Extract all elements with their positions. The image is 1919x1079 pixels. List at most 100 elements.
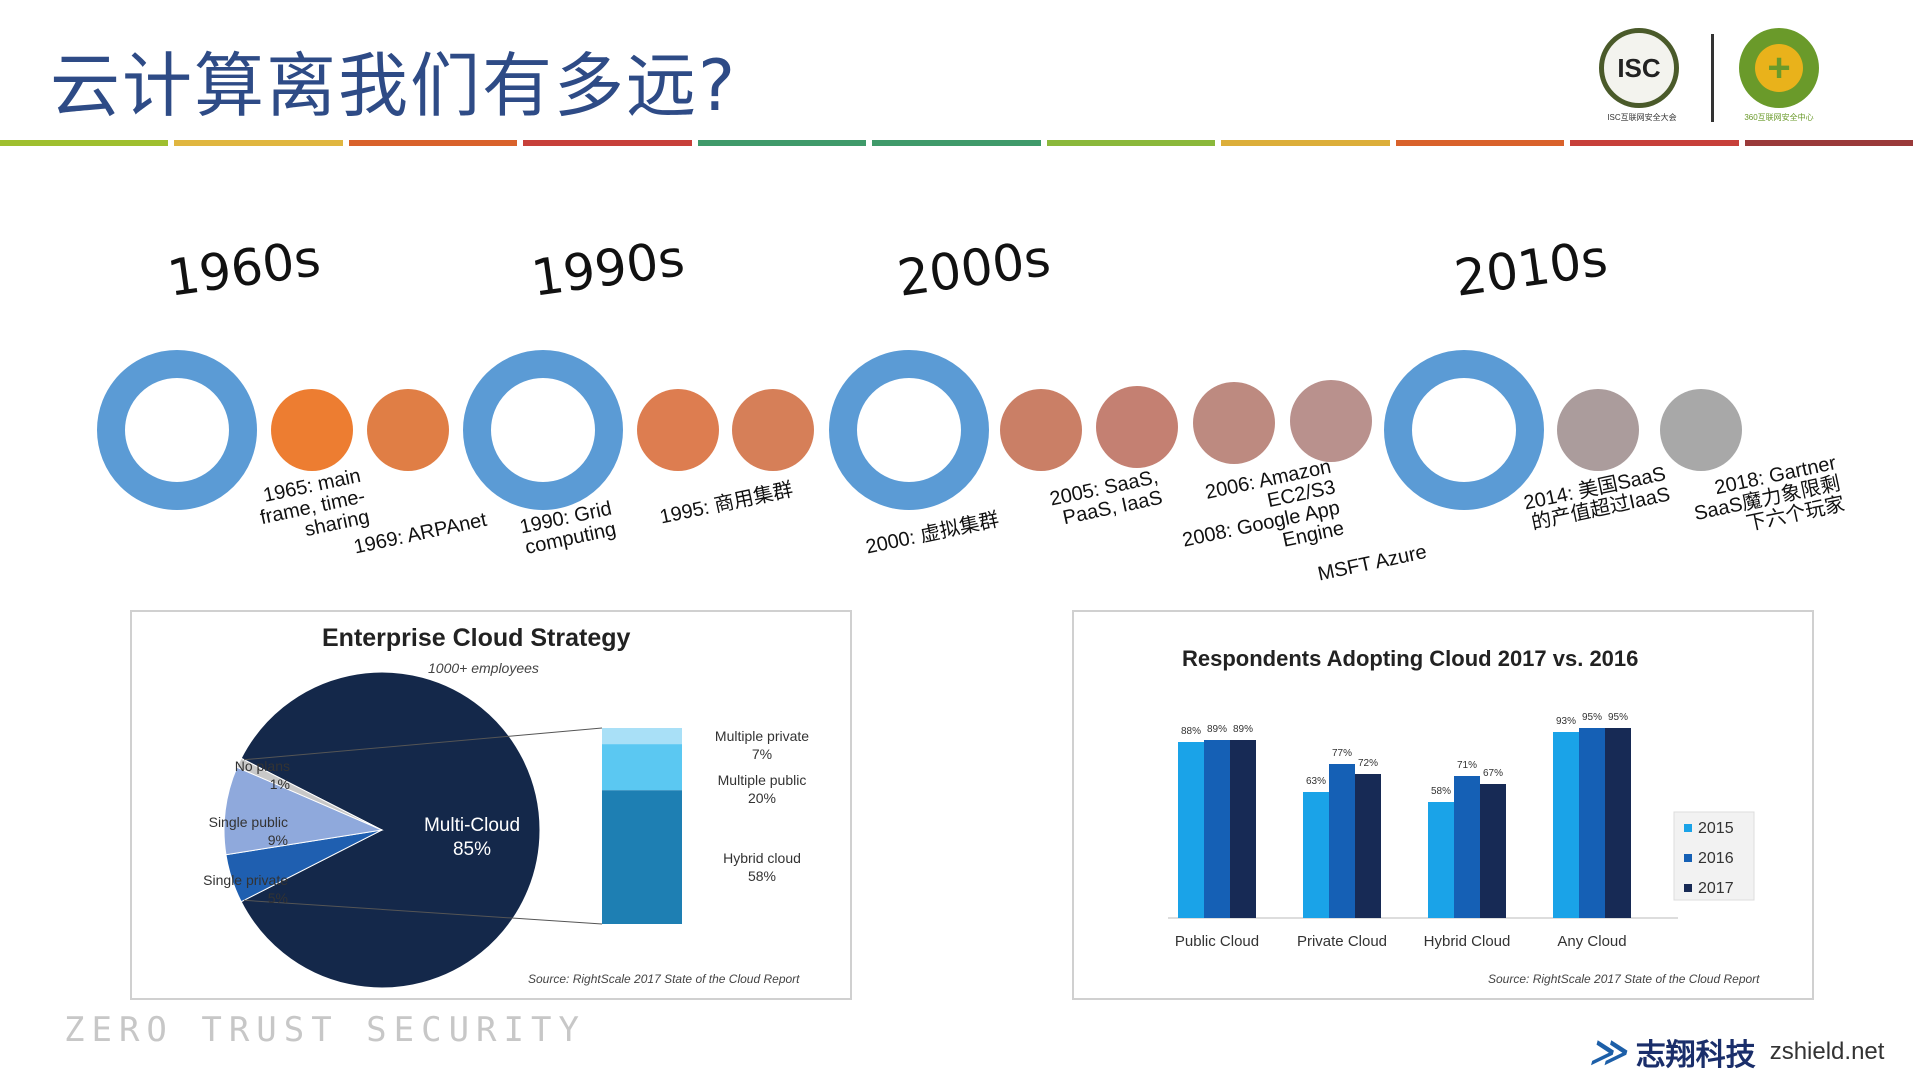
legend-swatch xyxy=(1684,824,1692,832)
logo-group: ISC ISC互联网安全大会 + 360互联网安全中心 xyxy=(1599,28,1859,128)
bar-value-label: 95% xyxy=(1608,712,1628,723)
pie-label: No plans 1% xyxy=(192,758,290,793)
security-center-logo: + xyxy=(1739,28,1819,108)
timeline-event: 1969: ARPAnet xyxy=(351,508,489,559)
breakdown-label-name: Multiple private xyxy=(714,728,810,744)
timeline-event: 2006: Amazon EC2/S3 2008: Google App Eng… xyxy=(1180,455,1347,552)
bar xyxy=(1230,740,1256,918)
legend-label: 2016 xyxy=(1698,850,1734,867)
event-dot xyxy=(732,389,814,471)
stripe-segment xyxy=(348,140,518,146)
pie-label-name: No plans xyxy=(234,758,290,774)
category-label: Hybrid Cloud xyxy=(1424,933,1511,950)
bar xyxy=(1355,774,1381,918)
breakdown-segment xyxy=(602,790,682,924)
decade-label: 1990s xyxy=(527,228,688,308)
stripe-segment xyxy=(0,140,169,146)
breakdown-label-value: 7% xyxy=(751,745,773,762)
bar xyxy=(1480,784,1506,918)
logo-divider xyxy=(1711,34,1714,122)
stripe-segment xyxy=(174,140,343,146)
slide-title: 云计算离我们有多远? xyxy=(50,45,738,127)
timeline-event: 1995: 商用集群 xyxy=(657,478,796,529)
bar xyxy=(1454,776,1480,918)
pie-label-name: Multi-Cloud xyxy=(423,815,521,836)
chart-title: Respondents Adopting Cloud 2017 vs. 2016 xyxy=(1182,646,1639,671)
breakdown-segment xyxy=(602,744,682,791)
legend-label: 2015 xyxy=(1698,820,1734,837)
pie-label-value: 9% xyxy=(267,831,288,848)
plus-icon: + xyxy=(1755,44,1803,92)
timeline-event: 2005: SaaS, PaaS, IaaS xyxy=(1047,466,1165,530)
stripe-segment xyxy=(1395,140,1565,146)
brand-url: zshield.net xyxy=(1769,1038,1885,1065)
pie-label-name: Single private xyxy=(203,872,288,888)
bar xyxy=(1204,740,1230,918)
pie-label: Multi-Cloud 85% xyxy=(412,814,532,862)
chart-source: Source: RightScale 2017 State of the Clo… xyxy=(528,972,800,986)
isc-logo-text: ISC xyxy=(1617,52,1661,83)
decade-ring-1990s xyxy=(463,350,623,510)
event-dot xyxy=(1193,382,1275,464)
pie-chart xyxy=(223,671,682,989)
bar-value-label: 63% xyxy=(1306,776,1326,787)
event-dot xyxy=(1096,386,1178,468)
connector-line xyxy=(244,899,603,925)
decade-label: 1960s xyxy=(163,228,324,308)
brand-logo-icon: ≫ xyxy=(1586,1031,1636,1072)
breakdown-label-name: Multiple public xyxy=(717,772,807,788)
chart-subtitle: 1000+ employees xyxy=(428,660,539,676)
event-dot xyxy=(1557,389,1639,471)
bar-value-label: 89% xyxy=(1233,724,1253,735)
stripe-segment xyxy=(1046,140,1216,146)
bar-value-label: 72% xyxy=(1358,758,1378,769)
breakdown-label-value: 58% xyxy=(747,867,777,884)
bar xyxy=(1579,728,1605,918)
breakdown-label: Multiple private 7% xyxy=(702,728,822,763)
bar xyxy=(1329,764,1355,918)
decade-label: 2000s xyxy=(893,228,1054,308)
pie-label-name: Single public xyxy=(208,814,288,830)
bar-value-label: 71% xyxy=(1457,760,1477,771)
isc-logo-caption: ISC互联网安全大会 xyxy=(1607,113,1677,122)
category-label: Public Cloud xyxy=(1175,933,1259,950)
event-dot xyxy=(271,389,353,471)
breakdown-segment xyxy=(602,728,682,745)
pie-label-value: 1% xyxy=(269,775,290,792)
footer-brand: ≫ 志翔科技 zshield.net xyxy=(1587,1030,1885,1074)
event-dot xyxy=(1660,389,1742,471)
bar-value-label: 77% xyxy=(1332,748,1352,759)
pie-label: Single public 9% xyxy=(172,814,288,849)
connector-line xyxy=(243,727,603,761)
bar xyxy=(1553,732,1579,918)
bar-value-label: 89% xyxy=(1207,724,1227,735)
isc-logo: ISC xyxy=(1599,28,1679,108)
pie-slice xyxy=(240,671,541,989)
bar xyxy=(1303,792,1329,918)
legend-swatch xyxy=(1684,854,1692,862)
stripe-segment xyxy=(872,140,1041,146)
event-dot xyxy=(637,389,719,471)
pie-slice xyxy=(223,766,384,856)
decade-ring-2000s xyxy=(829,350,989,510)
timeline-event: 2000: 虚拟集群 xyxy=(863,508,1002,559)
stripe-segment xyxy=(1570,140,1739,146)
breakdown-label: Multiple public 20% xyxy=(702,772,822,807)
stripe-segment xyxy=(697,140,867,146)
event-dot xyxy=(367,389,449,471)
bar-value-label: 95% xyxy=(1582,712,1602,723)
chart-source: Source: RightScale 2017 State of the Clo… xyxy=(1488,972,1760,986)
event-dot xyxy=(1290,380,1372,462)
breakdown-label-name: Hybrid cloud xyxy=(723,850,801,866)
event-dot xyxy=(1000,389,1082,471)
footer-tagline: ZERO TRUST SECURITY xyxy=(64,1010,586,1050)
bar xyxy=(1428,802,1454,918)
timeline-event: 2014: 美国SaaS 的产值超过IaaS xyxy=(1521,462,1673,535)
breakdown-label: Hybrid cloud 58% xyxy=(702,850,822,885)
legend-swatch xyxy=(1684,884,1692,892)
bar xyxy=(1178,742,1204,918)
bar-value-label: 88% xyxy=(1181,726,1201,737)
decade-ring-1960s xyxy=(97,350,257,510)
header-divider-stripe xyxy=(0,140,1919,146)
enterprise-cloud-strategy-chart: Enterprise Cloud Strategy 1000+ employee… xyxy=(130,610,852,1000)
